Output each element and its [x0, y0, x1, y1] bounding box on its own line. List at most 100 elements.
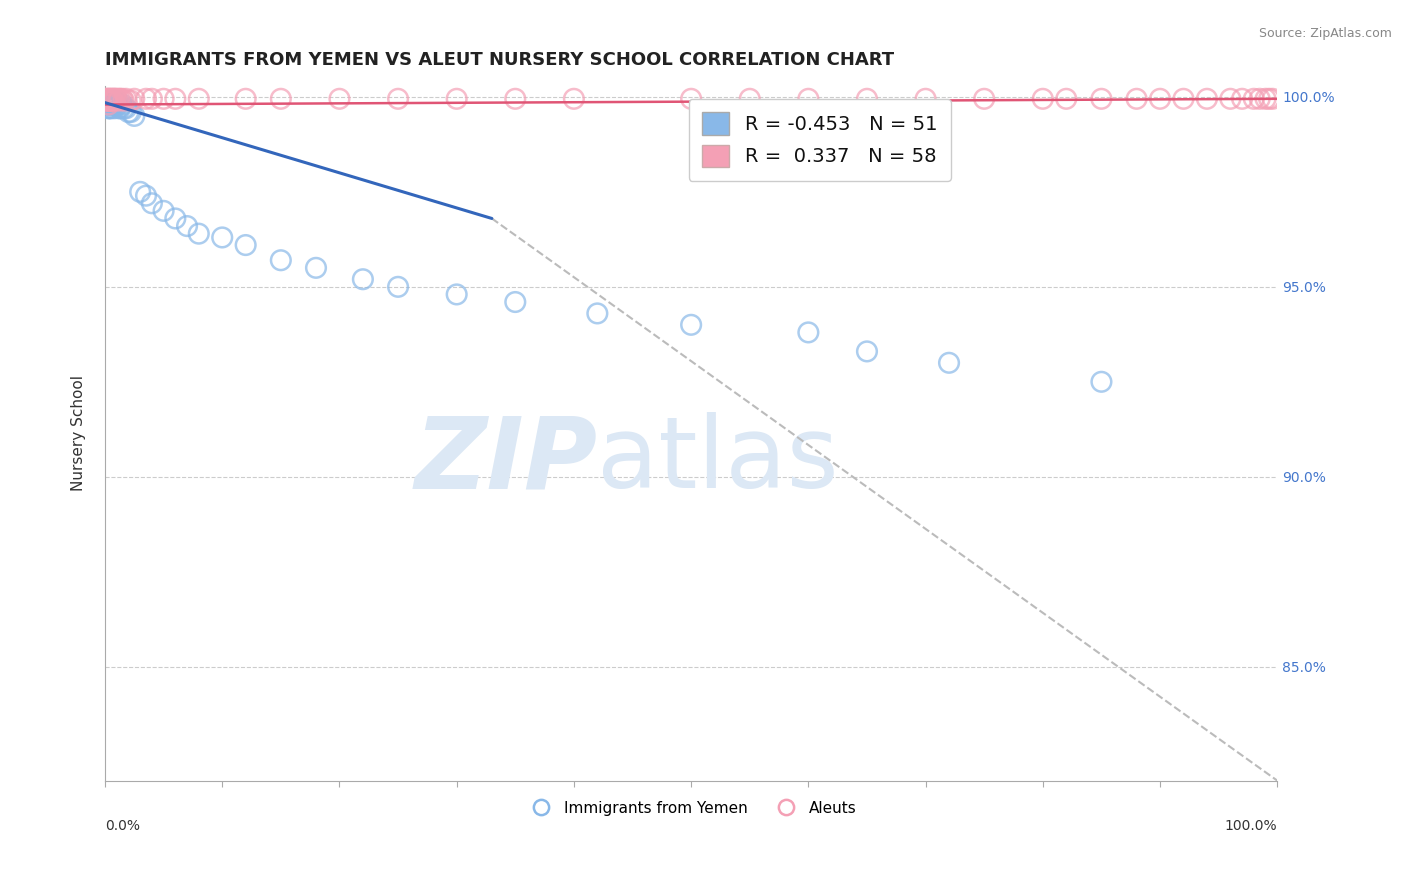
Text: IMMIGRANTS FROM YEMEN VS ALEUT NURSERY SCHOOL CORRELATION CHART: IMMIGRANTS FROM YEMEN VS ALEUT NURSERY S… — [105, 51, 894, 69]
Point — [105, 92, 128, 106]
Text: Source: ZipAtlas.com: Source: ZipAtlas.com — [1258, 27, 1392, 40]
Point — [104, 92, 127, 106]
Point — [270, 253, 292, 268]
Point — [104, 97, 127, 112]
Text: ZIP: ZIP — [415, 412, 598, 509]
Point — [107, 97, 129, 112]
Point — [98, 101, 121, 115]
Point — [103, 94, 125, 108]
Point — [103, 92, 125, 106]
Point — [101, 94, 124, 108]
Point — [96, 94, 118, 108]
Point — [103, 94, 125, 108]
Point — [101, 92, 124, 106]
Point — [96, 94, 118, 108]
Point — [111, 97, 134, 112]
Point — [211, 230, 233, 244]
Point — [107, 94, 129, 108]
Point — [100, 94, 122, 108]
Point — [96, 97, 118, 112]
Point — [103, 101, 125, 115]
Point — [97, 97, 120, 112]
Point — [110, 101, 132, 115]
Point — [856, 92, 879, 106]
Y-axis label: Nursery School: Nursery School — [72, 375, 86, 491]
Point — [141, 92, 163, 106]
Point — [97, 101, 120, 115]
Point — [1261, 92, 1284, 106]
Point — [1254, 92, 1277, 106]
Point — [115, 101, 138, 115]
Point — [1032, 92, 1054, 106]
Point — [152, 92, 174, 106]
Point — [115, 92, 138, 106]
Point — [235, 92, 257, 106]
Point — [856, 344, 879, 359]
Point — [124, 109, 146, 123]
Point — [1090, 375, 1112, 389]
Point — [96, 94, 118, 108]
Point — [1054, 92, 1077, 106]
Point — [141, 196, 163, 211]
Point — [96, 92, 118, 106]
Point — [110, 92, 132, 106]
Point — [681, 92, 703, 106]
Point — [98, 94, 121, 108]
Point — [97, 92, 120, 106]
Point — [112, 94, 135, 108]
Point — [152, 203, 174, 218]
Point — [103, 92, 125, 106]
Point — [387, 280, 409, 294]
Point — [108, 101, 131, 115]
Point — [797, 326, 820, 340]
Point — [104, 94, 127, 108]
Point — [96, 94, 118, 108]
Point — [1243, 92, 1265, 106]
Point — [100, 94, 122, 108]
Point — [1090, 92, 1112, 106]
Point — [1195, 92, 1218, 106]
Point — [98, 97, 121, 112]
Point — [117, 105, 139, 120]
Point — [797, 92, 820, 106]
Point — [187, 227, 209, 241]
Text: 0.0%: 0.0% — [105, 819, 141, 833]
Point — [938, 356, 960, 370]
Point — [165, 92, 187, 106]
Point — [1219, 92, 1241, 106]
Point — [305, 260, 328, 275]
Point — [112, 101, 135, 115]
Point — [973, 92, 995, 106]
Point — [135, 92, 157, 106]
Legend: Immigrants from Yemen, Aleuts: Immigrants from Yemen, Aleuts — [520, 795, 863, 822]
Point — [187, 92, 209, 106]
Point — [108, 92, 131, 106]
Point — [914, 92, 936, 106]
Point — [446, 92, 468, 106]
Point — [101, 97, 124, 112]
Point — [1149, 92, 1171, 106]
Point — [1125, 92, 1147, 106]
Point — [100, 101, 122, 115]
Point — [503, 92, 526, 106]
Point — [446, 287, 468, 301]
Point — [328, 92, 350, 106]
Point — [387, 92, 409, 106]
Point — [98, 94, 121, 108]
Point — [101, 94, 124, 108]
Point — [97, 94, 120, 108]
Text: atlas: atlas — [598, 412, 839, 509]
Point — [503, 295, 526, 310]
Point — [129, 185, 152, 199]
Text: 100.0%: 100.0% — [1225, 819, 1277, 833]
Point — [100, 97, 122, 112]
Point — [738, 92, 761, 106]
Point — [103, 94, 125, 108]
Point — [105, 94, 128, 108]
Point — [120, 105, 142, 120]
Point — [103, 97, 125, 112]
Point — [235, 238, 257, 252]
Point — [100, 92, 122, 106]
Point — [562, 92, 585, 106]
Point — [97, 97, 120, 112]
